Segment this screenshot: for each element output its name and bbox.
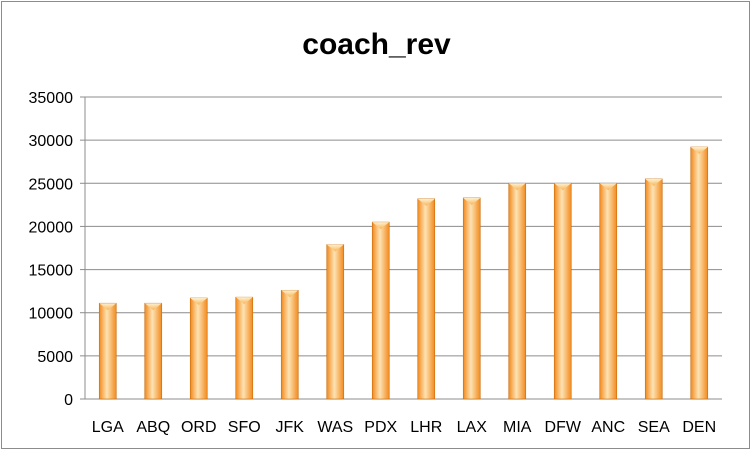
y-tick-label: 25000 [29, 176, 74, 193]
bar-highlight [417, 198, 435, 206]
x-tick-label: WAS [317, 419, 353, 436]
bar-body [144, 302, 163, 400]
x-tick-label: ORD [181, 419, 217, 436]
bar-pdx [371, 221, 390, 400]
bar-body [280, 289, 299, 400]
bar-body [235, 296, 254, 400]
bar-anc [599, 182, 618, 400]
bar-highlight [554, 183, 572, 191]
bar-body [189, 297, 208, 400]
y-tick-label: 20000 [29, 219, 74, 236]
y-tick-label: 30000 [29, 133, 74, 150]
bar-body [553, 182, 572, 400]
bar-highlight [326, 244, 344, 252]
bar-jfk [280, 289, 299, 400]
bar-highlight [599, 183, 617, 191]
bar-body [371, 221, 390, 400]
bar-highlight [645, 178, 663, 186]
x-tick-label: LGA [92, 419, 124, 436]
bar-highlight [235, 297, 253, 305]
bar-sfo [235, 296, 254, 400]
x-tick-label: ABQ [136, 419, 170, 436]
bar-highlight [508, 183, 526, 191]
x-tick-label: SEA [638, 419, 670, 436]
y-tick-label: 35000 [29, 90, 74, 107]
chart-title: coach_rev [302, 28, 451, 61]
bar-body [690, 146, 709, 400]
bar-was [326, 244, 345, 400]
bar-body [462, 197, 481, 400]
bar-body [417, 198, 436, 400]
x-tick-label: SFO [228, 419, 261, 436]
bar-lax [462, 197, 481, 400]
bar-body [599, 182, 618, 400]
bar-highlight [690, 147, 708, 155]
y-tick-label: 10000 [29, 306, 74, 323]
bar-highlight [281, 290, 299, 298]
x-tick-label: DEN [682, 419, 716, 436]
x-tick-label: ANC [591, 419, 625, 436]
bar-highlight [144, 303, 162, 311]
bar-ord [189, 297, 208, 400]
bar-den [690, 146, 709, 400]
y-tick-label: 15000 [29, 263, 74, 280]
bar-highlight [463, 197, 481, 205]
bar-body [508, 182, 527, 400]
y-tick-label: 5000 [37, 349, 73, 366]
bar-body [644, 178, 663, 400]
bar-abq [144, 302, 163, 400]
x-tick-label: MIA [503, 419, 532, 436]
bar-body [326, 244, 345, 400]
x-tick-label: LAX [457, 419, 488, 436]
bar-mia [508, 182, 527, 400]
y-tick-label: 0 [64, 392, 73, 409]
bar-body [98, 302, 117, 400]
x-tick-label: LHR [410, 419, 442, 436]
bar-highlight [99, 303, 117, 311]
bar-sea [644, 178, 663, 400]
bar-dfw [553, 182, 572, 400]
bar-lga [98, 302, 117, 400]
bar-lhr [417, 198, 436, 400]
x-tick-label: JFK [276, 419, 305, 436]
bar-highlight [190, 298, 208, 306]
bar-highlight [372, 222, 390, 230]
x-tick-label: PDX [364, 419, 397, 436]
x-tick-label: DFW [545, 419, 582, 436]
